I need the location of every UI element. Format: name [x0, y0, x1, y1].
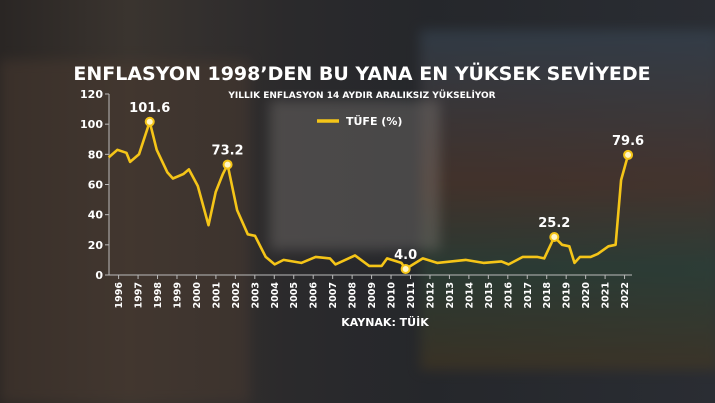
annotation-label: 4.0 — [394, 248, 417, 263]
annotation-marker — [549, 231, 560, 242]
x-tick-label: 2010 — [387, 282, 398, 309]
annotation-label: 101.6 — [129, 101, 170, 116]
y-tick-label: 100 — [80, 118, 103, 131]
x-tick-label: 1999 — [172, 282, 183, 308]
chart-subtitle: YILLIK ENFLASYON 14 AYDIR ARALIKSIZ YÜKS… — [227, 90, 495, 101]
annotation-label: 25.2 — [538, 216, 570, 231]
x-tick-label: 2021 — [601, 282, 612, 308]
annotation-marker — [400, 263, 411, 274]
annotation-label: 73.2 — [212, 144, 244, 159]
background-jacket — [0, 60, 250, 403]
y-tick-label: 0 — [95, 269, 103, 282]
x-tick-label: 2011 — [406, 282, 417, 308]
x-tick-label: 2018 — [542, 282, 553, 309]
x-tick-label: 2022 — [620, 282, 631, 308]
x-tick-label: 1997 — [134, 282, 145, 308]
annotation-marker — [623, 149, 634, 160]
x-tick-label: 2019 — [562, 282, 573, 308]
y-tick-label: 80 — [88, 148, 104, 161]
annotation-label: 79.6 — [612, 134, 644, 149]
y-tick-label: 60 — [88, 179, 104, 192]
x-tick-label: 2014 — [464, 282, 475, 309]
x-tick-label: 2008 — [348, 282, 359, 309]
series-line — [107, 120, 630, 271]
y-tick-label: 120 — [80, 88, 103, 101]
x-tick-label: 1996 — [114, 282, 125, 309]
x-tick-label: 1998 — [153, 282, 164, 309]
x-tick-label: 2009 — [367, 282, 378, 308]
y-tick-label: 20 — [88, 239, 104, 252]
x-tick-label: 2003 — [250, 282, 261, 308]
y-tick-label: 40 — [88, 209, 104, 222]
x-tick-label: 2013 — [445, 282, 456, 308]
x-tick-label: 2002 — [231, 282, 242, 308]
background-receipt — [270, 100, 440, 250]
x-tick-label: 2015 — [484, 282, 495, 308]
x-tick-label: 2001 — [211, 282, 222, 308]
x-tick-label: 2020 — [581, 282, 592, 309]
x-tick-label: 2004 — [270, 282, 281, 309]
x-tick-label: 2017 — [523, 282, 534, 308]
x-tick-label: 2012 — [425, 282, 436, 308]
legend-label: TÜFE (%) — [346, 114, 402, 128]
background-shelves — [420, 30, 715, 370]
annotation-marker — [222, 159, 233, 170]
x-tick-label: 2000 — [192, 282, 203, 309]
x-tick-label: 2006 — [309, 282, 320, 309]
chart-title: ENFLASYON 1998’DEN BU YANA EN YÜKSEK SEV… — [73, 61, 650, 85]
source-label: KAYNAK: TÜİK — [341, 315, 429, 329]
x-tick-label: 2007 — [328, 282, 339, 308]
annotation-marker — [144, 116, 155, 127]
x-tick-label: 2016 — [503, 282, 514, 309]
x-tick-label: 2005 — [289, 282, 300, 308]
